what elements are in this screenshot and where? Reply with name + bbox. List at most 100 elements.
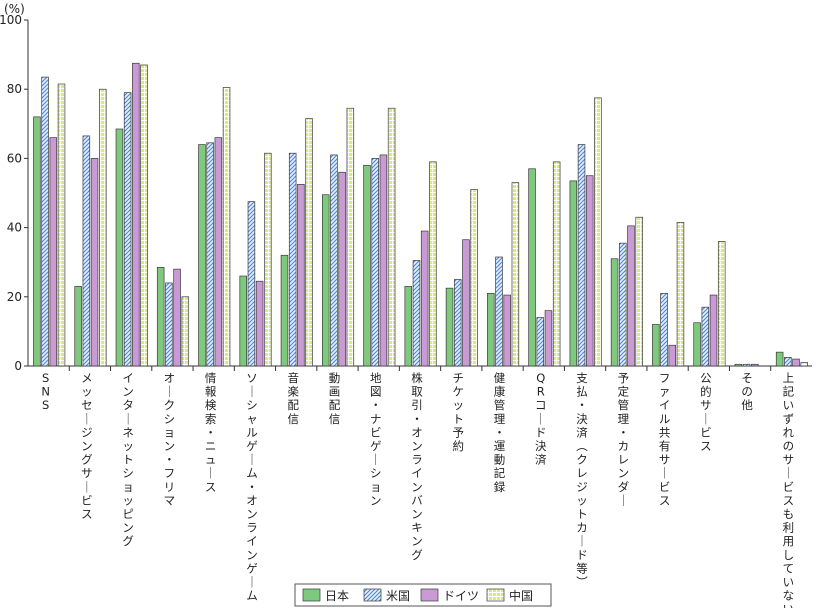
x-axis-ticks <box>68 366 772 371</box>
bar <box>387 107 396 367</box>
bar <box>338 171 346 367</box>
bar <box>635 216 643 367</box>
bar <box>420 230 429 367</box>
bar <box>495 256 503 367</box>
bar <box>115 128 124 367</box>
bar <box>528 168 536 367</box>
bars <box>33 62 808 367</box>
legend-label: 日本 <box>325 589 349 603</box>
category-label: 公的サ｜ビス <box>700 371 712 453</box>
legend-swatch <box>302 588 321 602</box>
category-label: インタ｜ネットショッピング <box>122 371 134 548</box>
bar <box>503 294 511 367</box>
category-label: その他 <box>741 371 753 412</box>
legend-swatch <box>420 588 439 602</box>
bar <box>297 184 305 367</box>
bar <box>132 62 140 367</box>
bar <box>784 357 792 367</box>
bar <box>346 107 355 367</box>
bar <box>701 306 710 367</box>
category-label: ファイル共有サ｜ビス <box>659 371 671 507</box>
bar <box>247 201 256 367</box>
legend-label: 米国 <box>386 589 410 603</box>
bar <box>544 310 553 367</box>
bar <box>792 358 800 367</box>
category-label: 健康管理・運動記録 <box>494 371 506 494</box>
bar <box>511 182 520 367</box>
bar <box>33 116 41 367</box>
bar <box>255 280 264 367</box>
bar <box>627 225 635 367</box>
bar <box>288 152 297 367</box>
bar <box>775 351 784 367</box>
bar <box>156 267 165 367</box>
y-tick-label: 0 <box>14 359 22 373</box>
bar <box>619 242 627 367</box>
bar <box>751 363 759 367</box>
bar <box>280 254 289 367</box>
bar <box>173 268 181 367</box>
legend-label: ドイツ <box>443 589 479 603</box>
y-tick-label: 20 <box>7 290 22 304</box>
bar <box>214 137 223 367</box>
y-tick-label: 40 <box>7 221 22 235</box>
category-label: 支払・決済︵クレジットカ｜ド等︶ <box>576 371 588 589</box>
bar <box>660 292 668 367</box>
bar <box>668 344 676 367</box>
bar <box>222 87 231 367</box>
category-label: Q R コ｜ド決済 <box>535 371 547 467</box>
bar <box>445 287 454 367</box>
bar <box>594 97 602 367</box>
category-label: 音楽配信 <box>287 371 299 426</box>
bar <box>82 135 91 367</box>
bar <box>610 258 619 367</box>
bar <box>487 292 495 367</box>
legend-label: 中国 <box>509 588 533 603</box>
bar <box>321 194 330 367</box>
bar <box>239 275 247 367</box>
bar <box>165 282 173 367</box>
bar <box>734 363 743 367</box>
category-labels: S N S メッセ｜ジングサ｜ビス インタ｜ネットショッピング オ｜クション・フリマ 情報検… <box>41 371 794 608</box>
bar <box>676 222 685 367</box>
bar <box>462 239 470 367</box>
bar <box>429 161 437 367</box>
bar <box>717 241 726 367</box>
bar <box>99 88 107 367</box>
category-label: 情報検索・ニュ｜ス <box>205 371 217 494</box>
bar <box>181 296 190 367</box>
bar <box>330 154 338 367</box>
category-label: チケット予約 <box>453 371 465 453</box>
legend-swatch <box>486 588 505 602</box>
bar <box>379 154 388 367</box>
bar <box>453 279 462 367</box>
category-label: 予定管理・カレンダ｜ <box>618 371 630 507</box>
bar <box>742 363 751 367</box>
bar <box>709 294 718 367</box>
bar <box>412 260 421 367</box>
category-label: 株取引・オンラインバンキング <box>411 371 423 562</box>
y-tick-label: 60 <box>7 151 22 165</box>
legend-swatch <box>363 588 382 602</box>
bar <box>536 317 545 367</box>
bar <box>49 137 58 367</box>
bar <box>585 175 594 367</box>
bar <box>800 362 808 367</box>
bar <box>90 158 99 367</box>
bar <box>404 286 413 367</box>
bar <box>552 161 561 367</box>
bar <box>577 144 586 367</box>
category-label: 上記いずれのサ｜ビスも利用していない <box>783 371 795 608</box>
y-tick-label: 100 <box>0 13 22 27</box>
bar <box>363 164 371 367</box>
y-tick-label: 80 <box>7 82 22 96</box>
bar <box>206 142 214 367</box>
bar <box>305 118 313 367</box>
bar <box>123 92 132 367</box>
bar <box>57 83 66 367</box>
bar <box>74 286 82 367</box>
bar <box>693 322 701 367</box>
